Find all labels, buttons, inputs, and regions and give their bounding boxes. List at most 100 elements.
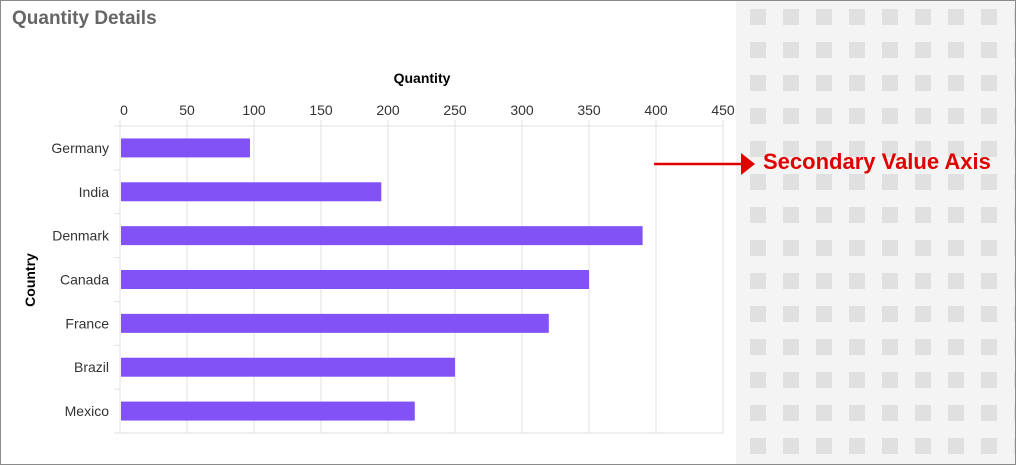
bar-germany	[121, 138, 250, 158]
pattern-tile	[849, 438, 865, 454]
pattern-tile	[849, 306, 865, 322]
pattern-tile	[948, 174, 964, 190]
pattern-tile	[1014, 75, 1015, 91]
pattern-tile	[981, 405, 997, 421]
pattern-tile	[981, 42, 997, 58]
pattern-tile	[882, 42, 898, 58]
pattern-tile	[981, 372, 997, 388]
pattern-tile	[882, 405, 898, 421]
pattern-tile	[915, 240, 931, 256]
pattern-tile	[816, 339, 832, 355]
pattern-tile	[750, 9, 766, 25]
pattern-tile	[750, 240, 766, 256]
pattern-tile	[948, 207, 964, 223]
pattern-tile	[750, 207, 766, 223]
pattern-tile	[981, 306, 997, 322]
pattern-tile	[1014, 42, 1015, 58]
pattern-tile	[783, 339, 799, 355]
pattern-tile	[750, 42, 766, 58]
x-tick-label: 200	[376, 102, 400, 118]
pattern-tile	[816, 141, 832, 157]
pattern-tile	[915, 75, 931, 91]
y-tick-label: India	[79, 184, 110, 200]
pattern-tile	[948, 75, 964, 91]
pattern-tile	[882, 174, 898, 190]
pattern-tile	[783, 273, 799, 289]
pattern-tile	[1014, 141, 1015, 157]
pattern-tile	[948, 438, 964, 454]
pattern-tile	[882, 9, 898, 25]
pattern-tile	[948, 405, 964, 421]
pattern-tile	[750, 339, 766, 355]
pattern-tile	[882, 207, 898, 223]
x-tick-label: 450	[711, 102, 735, 118]
pattern-tile	[948, 240, 964, 256]
pattern-tile	[981, 207, 997, 223]
pattern-tile	[915, 108, 931, 124]
x-tick-label: 0	[120, 102, 128, 118]
pattern-tile	[948, 372, 964, 388]
pattern-tile	[816, 108, 832, 124]
pattern-tile	[948, 9, 964, 25]
pattern-tile	[750, 273, 766, 289]
pattern-tile	[783, 306, 799, 322]
pattern-tile	[750, 372, 766, 388]
x-tick-label: 150	[309, 102, 333, 118]
pattern-tile	[882, 141, 898, 157]
pattern-tile	[915, 438, 931, 454]
pattern-tile	[915, 42, 931, 58]
pattern-tile	[1014, 174, 1015, 190]
pattern-tile	[882, 438, 898, 454]
pattern-tile	[981, 438, 997, 454]
y-tick-labels: Germany India Denmark Canada France Brazil Mex…	[51, 140, 110, 419]
pattern-tile	[816, 273, 832, 289]
y-tick-label: Mexico	[65, 403, 110, 419]
bar-canada	[121, 270, 589, 289]
pattern-tile	[816, 438, 832, 454]
pattern-tile	[915, 9, 931, 25]
pattern-tile	[981, 174, 997, 190]
pattern-tile	[948, 273, 964, 289]
pattern-tile	[882, 75, 898, 91]
pattern-tile	[915, 306, 931, 322]
bars	[121, 138, 643, 421]
pattern-tile	[981, 9, 997, 25]
pattern-tile	[1014, 372, 1015, 388]
pattern-tile	[915, 372, 931, 388]
pattern-tile	[1014, 207, 1015, 223]
pattern-tile	[816, 372, 832, 388]
pattern-tile	[849, 372, 865, 388]
x-tick-labels: 0 50 100 150 200 250 300 350 400 450	[120, 102, 735, 118]
pattern-tiles	[736, 1, 1015, 464]
pattern-tile	[816, 405, 832, 421]
pattern-tile	[981, 273, 997, 289]
x-tick-label: 400	[644, 102, 668, 118]
pattern-tile	[816, 75, 832, 91]
pattern-tile	[915, 141, 931, 157]
pattern-tile	[882, 306, 898, 322]
pattern-tile	[882, 372, 898, 388]
pattern-tile	[915, 207, 931, 223]
pattern-tile	[816, 42, 832, 58]
pattern-tile	[981, 240, 997, 256]
pattern-tile	[849, 405, 865, 421]
bar-denmark	[121, 226, 643, 246]
pattern-tile	[1014, 240, 1015, 256]
pattern-tile	[1014, 306, 1015, 322]
arrow-right-icon	[654, 153, 755, 175]
x-tick-label: 50	[179, 102, 195, 118]
page-title: Quantity Details	[12, 8, 157, 29]
pattern-tile	[948, 42, 964, 58]
pattern-tile	[849, 207, 865, 223]
pattern-tile	[849, 75, 865, 91]
pattern-tile	[915, 273, 931, 289]
pattern-tile	[750, 141, 766, 157]
pattern-bg	[736, 1, 1015, 464]
bar-brazil	[121, 357, 455, 377]
pattern-tile	[1014, 339, 1015, 355]
y-tick-label: France	[65, 315, 109, 331]
pattern-tile	[783, 405, 799, 421]
pattern-tile	[849, 42, 865, 58]
pattern-tile	[948, 141, 964, 157]
